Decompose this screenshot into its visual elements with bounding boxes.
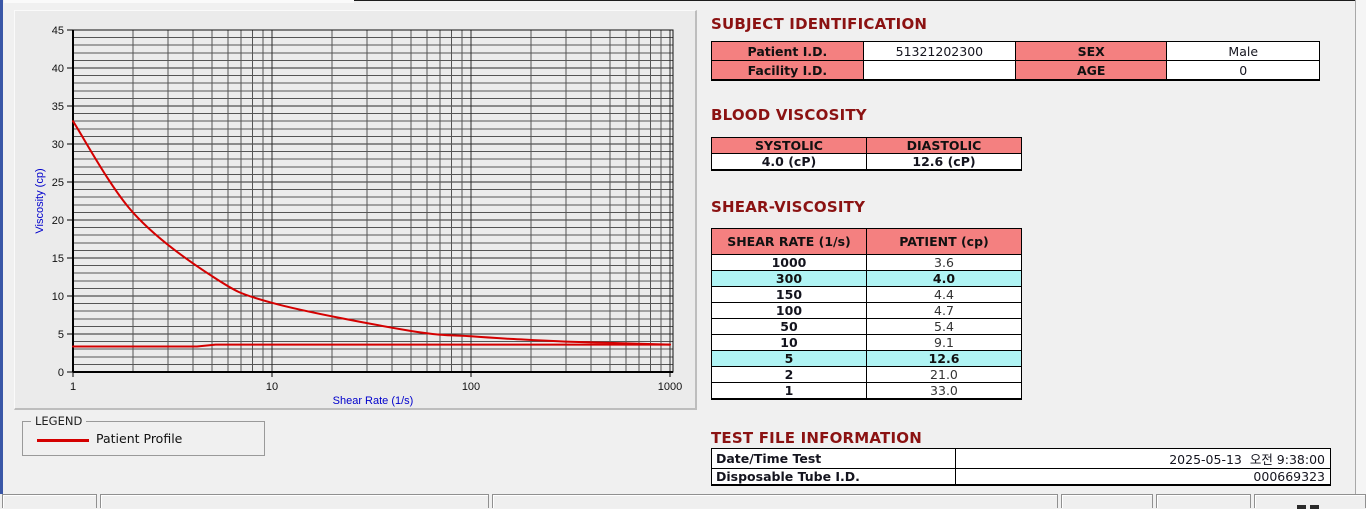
test-file-information-table: Date/Time Test 2025-05-13 오전 9:38:00 Dis…	[710, 448, 1331, 486]
patient-value-cell: 12.6	[865, 350, 1023, 367]
table-row: Date/Time Test 2025-05-13 오전 9:38:00	[710, 448, 1331, 469]
table-row-highlighted: 300 4.0	[711, 270, 1023, 287]
svg-text:100: 100	[462, 381, 480, 393]
bottom-button-3[interactable]	[492, 494, 1058, 508]
age-label: AGE	[1014, 60, 1168, 81]
svg-text:30: 30	[52, 139, 64, 151]
subject-identification-title: SUBJECT IDENTIFICATION	[711, 15, 928, 33]
svg-text:Shear Rate (1/s): Shear Rate (1/s)	[333, 395, 414, 407]
svg-text:35: 35	[52, 101, 64, 113]
clipped-text-fragment	[1310, 505, 1319, 509]
patient-value-cell: 4.4	[865, 286, 1023, 303]
svg-text:45: 45	[52, 25, 64, 37]
patient-value-cell: 4.0	[865, 270, 1023, 287]
systolic-header: SYSTOLIC	[711, 137, 867, 154]
legend-box: LEGEND Patient Profile	[22, 414, 265, 456]
date-time-test-value: 2025-05-13 오전 9:38:00	[955, 448, 1331, 469]
table-row-highlighted: 5 12.6	[711, 350, 1023, 367]
table-row: Patient I.D. 51321202300 SEX Male	[711, 41, 1320, 61]
legend-title: LEGEND	[31, 414, 87, 428]
table-row: 4.0 (cP) 12.6 (cP)	[711, 153, 1023, 171]
patient-value-cell: 5.4	[865, 318, 1023, 335]
table-row: 50 5.4	[711, 318, 1023, 335]
table-row: 2 21.0	[711, 366, 1023, 383]
diastolic-header: DIASTOLIC	[865, 137, 1023, 154]
date-time-test-label: Date/Time Test	[710, 448, 957, 469]
patient-id-label: Patient I.D.	[711, 41, 864, 61]
diastolic-value: 12.6 (cP)	[865, 153, 1023, 171]
window-top-highlight	[4, 0, 354, 3]
table-row: 1000 3.6	[711, 254, 1023, 271]
facility-id-label: Facility I.D.	[711, 60, 864, 81]
patient-value-cell: 9.1	[865, 334, 1023, 351]
viscosity-chart-panel: 0 5 10 15 20 25 30 35 40 45 1 10 100 1000 Shear Rate (…	[14, 10, 697, 410]
bottom-button-5[interactable]	[1156, 494, 1251, 508]
svg-text:5: 5	[58, 329, 64, 341]
sex-label: SEX	[1014, 41, 1168, 61]
table-row: 100 4.7	[711, 302, 1023, 319]
shear-rate-cell: 5	[711, 350, 867, 367]
disposable-tube-id-label: Disposable Tube I.D.	[710, 468, 957, 486]
svg-text:1: 1	[70, 381, 76, 393]
svg-text:20: 20	[52, 215, 64, 227]
patient-value-cell: 21.0	[865, 366, 1023, 383]
test-file-information-title: TEST FILE INFORMATION	[711, 429, 922, 447]
bottom-button-6[interactable]	[1254, 494, 1366, 509]
shear-rate-cell: 100	[711, 302, 867, 319]
patient-header: PATIENT (cp)	[865, 228, 1023, 255]
patient-value-cell: 4.7	[865, 302, 1023, 319]
table-row: Facility I.D. AGE 0	[711, 60, 1320, 81]
svg-text:15: 15	[52, 253, 64, 265]
facility-id-value	[862, 60, 1016, 81]
svg-text:10: 10	[266, 381, 278, 393]
bottom-button-1[interactable]	[2, 494, 97, 508]
clipped-text-fragment	[1297, 505, 1306, 509]
legend-line-swatch	[37, 439, 89, 442]
systolic-value: 4.0 (cP)	[711, 153, 867, 171]
blood-viscosity-title: BLOOD VISCOSITY	[711, 106, 867, 124]
window-right-edge	[1355, 0, 1366, 494]
table-row: Disposable Tube I.D. 000669323	[710, 468, 1331, 486]
svg-text:1000: 1000	[658, 381, 682, 393]
sex-value: Male	[1166, 41, 1320, 61]
window-top-border	[354, 0, 1355, 1]
shear-rate-cell: 10	[711, 334, 867, 351]
bottom-button-2[interactable]	[100, 494, 489, 508]
table-row: 150 4.4	[711, 286, 1023, 303]
patient-id-value: 51321202300	[862, 41, 1016, 61]
svg-text:0: 0	[58, 367, 64, 379]
shear-rate-cell: 50	[711, 318, 867, 335]
patient-value-cell: 33.0	[865, 382, 1023, 400]
shear-viscosity-chart: 0 5 10 15 20 25 30 35 40 45 1 10 100 1000 Shear Rate (…	[34, 25, 682, 407]
age-value: 0	[1166, 60, 1320, 81]
disposable-tube-id-value: 000669323	[955, 468, 1331, 486]
table-row: SYSTOLIC DIASTOLIC	[711, 137, 1023, 154]
shear-rate-cell: 2	[711, 366, 867, 383]
shear-rate-header: SHEAR RATE (1/s)	[711, 228, 867, 255]
table-row: 10 9.1	[711, 334, 1023, 351]
shear-rate-cell: 150	[711, 286, 867, 303]
svg-text:25: 25	[52, 177, 64, 189]
shear-rate-cell: 1	[711, 382, 867, 400]
table-header-row: SHEAR RATE (1/s) PATIENT (cp)	[711, 228, 1023, 255]
bottom-button-4[interactable]	[1061, 494, 1153, 508]
svg-text:40: 40	[52, 63, 64, 75]
legend-entry-label: Patient Profile	[96, 431, 183, 446]
shear-rate-cell: 300	[711, 270, 867, 287]
shear-viscosity-title: SHEAR-VISCOSITY	[711, 198, 866, 216]
table-row: 1 33.0	[711, 382, 1023, 400]
svg-text:Viscosity (cp): Viscosity (cp)	[34, 168, 46, 233]
svg-text:10: 10	[52, 291, 64, 303]
subject-identification-table: Patient I.D. 51321202300 SEX Male Facili…	[711, 41, 1320, 81]
window-left-edge	[0, 0, 3, 494]
shear-viscosity-table: SHEAR RATE (1/s) PATIENT (cp) 1000 3.6 3…	[711, 228, 1023, 400]
blood-viscosity-table: SYSTOLIC DIASTOLIC 4.0 (cP) 12.6 (cP)	[711, 137, 1023, 171]
shear-rate-cell: 1000	[711, 254, 867, 271]
patient-value-cell: 3.6	[865, 254, 1023, 271]
